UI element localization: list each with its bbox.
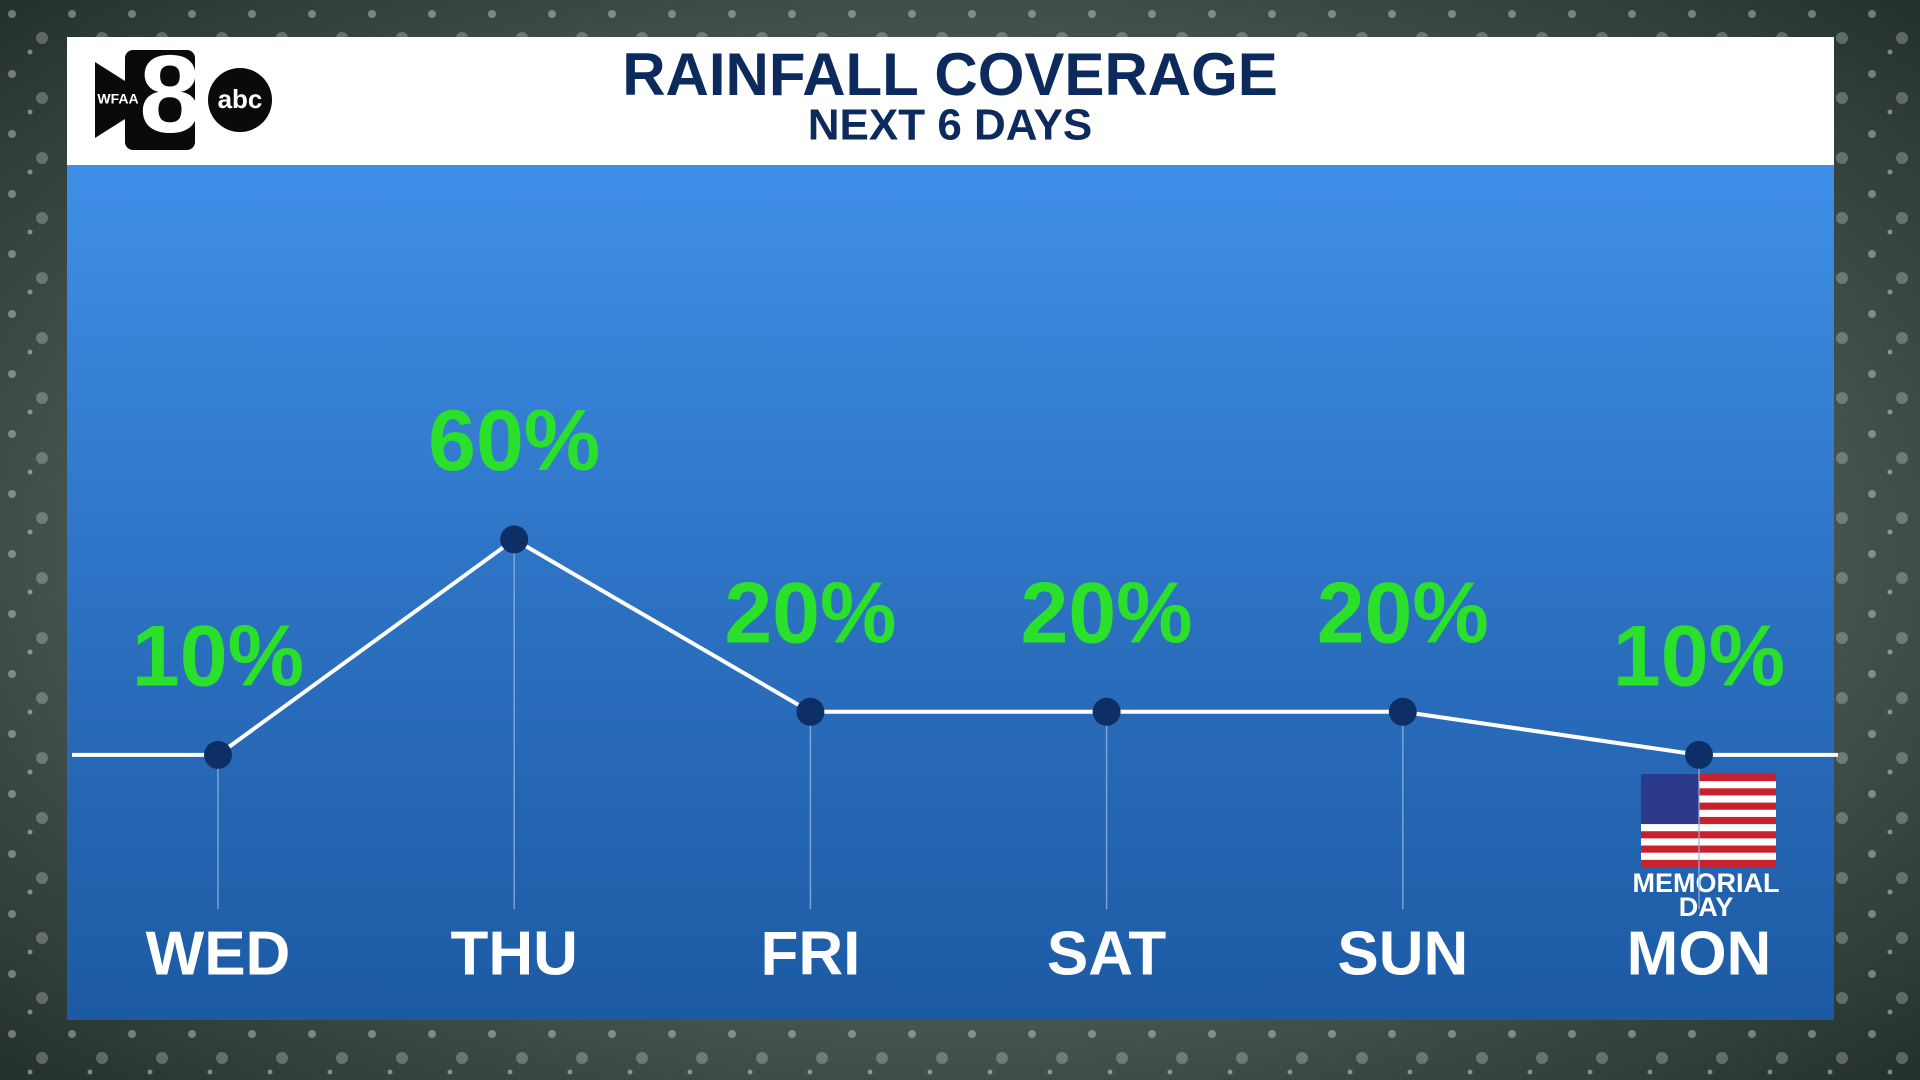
annotation-line: DAY <box>1679 892 1734 922</box>
flag-stripe <box>1641 802 1776 810</box>
logo-block <box>125 50 195 150</box>
flag <box>1641 774 1776 867</box>
annotation-line: MEMORIAL <box>1633 868 1780 898</box>
value-label: 20% <box>1317 566 1489 662</box>
flag-stripe <box>1641 845 1776 853</box>
x-tick-label: THU <box>450 919 577 988</box>
data-point <box>1685 740 1713 769</box>
data-point <box>204 740 232 769</box>
logo-circle <box>208 68 272 132</box>
value-label: 10% <box>132 609 304 705</box>
header <box>67 37 1834 165</box>
data-point <box>1388 697 1417 726</box>
data-point <box>500 525 529 554</box>
value-label: 10% <box>1613 609 1785 705</box>
data-point <box>1092 697 1121 726</box>
x-tick-label: MON <box>1627 919 1772 988</box>
data-line <box>216 537 1700 757</box>
flag-canton <box>1641 774 1699 824</box>
logo-network: abc <box>218 84 263 114</box>
flag-stripe <box>1641 831 1776 839</box>
value-label: 20% <box>724 566 896 662</box>
flag-stripe <box>1641 774 1776 782</box>
x-tick-label: SUN <box>1337 919 1468 988</box>
x-tick-label: WED <box>146 919 291 988</box>
chart-panel <box>67 165 1834 1020</box>
data-point <box>796 697 825 726</box>
x-tick-label: SAT <box>1047 919 1167 988</box>
logo: WFAA 8 abc <box>95 33 272 156</box>
x-tick-label: FRI <box>760 919 860 988</box>
flag-stripe <box>1641 788 1776 796</box>
flag-stripe <box>1641 859 1776 867</box>
chart-title: RAINFALL COVERAGE <box>622 41 1278 108</box>
value-label: 20% <box>1021 566 1193 662</box>
logo-number: 8 <box>139 33 200 156</box>
flag-stripe <box>1641 816 1776 825</box>
flag-stripes <box>1641 774 1776 867</box>
value-label: 60% <box>428 393 600 489</box>
chart-subtitle: NEXT 6 DAYS <box>808 101 1092 150</box>
logo-station: WFAA <box>97 91 138 107</box>
